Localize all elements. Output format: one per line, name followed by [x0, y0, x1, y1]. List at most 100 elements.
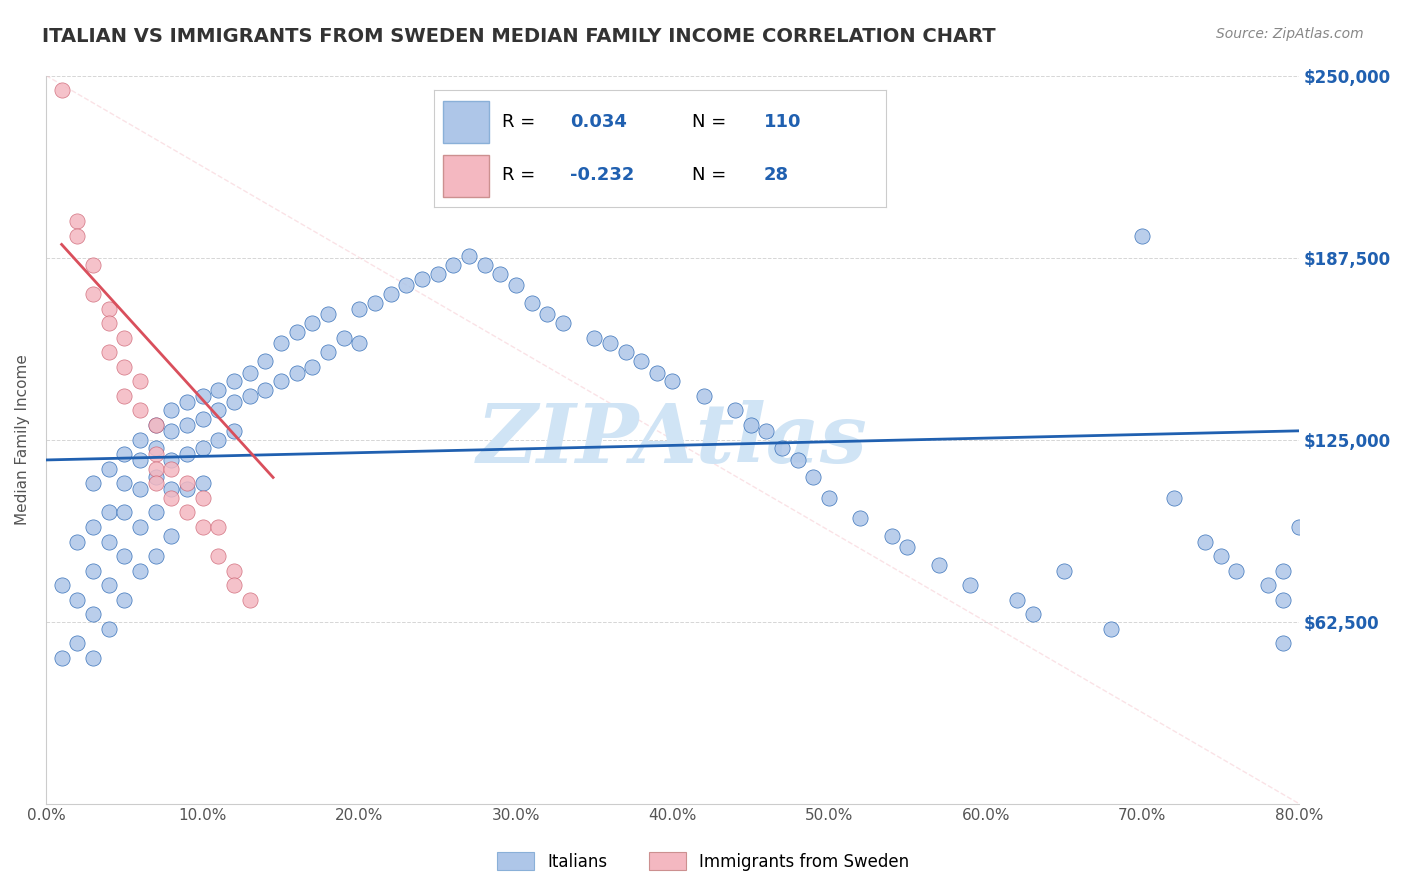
- Point: [1257, 578, 1279, 592]
- Point: [129, 433, 152, 447]
- Point: [207, 383, 229, 397]
- Point: [1288, 520, 1310, 534]
- Point: [222, 578, 245, 592]
- Point: [239, 592, 262, 607]
- Point: [254, 383, 277, 397]
- Point: [1272, 564, 1295, 578]
- Point: [82, 520, 104, 534]
- Point: [222, 374, 245, 388]
- Point: [1272, 592, 1295, 607]
- Point: [770, 442, 793, 456]
- Point: [97, 578, 120, 592]
- Point: [176, 482, 198, 496]
- Point: [959, 578, 981, 592]
- Point: [129, 564, 152, 578]
- Point: [270, 374, 292, 388]
- Point: [614, 345, 637, 359]
- Point: [583, 331, 606, 345]
- Point: [239, 389, 262, 403]
- Point: [693, 389, 716, 403]
- Point: [1053, 564, 1076, 578]
- Point: [724, 403, 747, 417]
- Point: [630, 354, 652, 368]
- Point: [160, 403, 183, 417]
- Point: [347, 336, 370, 351]
- Point: [82, 564, 104, 578]
- Point: [1272, 636, 1295, 650]
- Point: [191, 491, 214, 505]
- Point: [270, 336, 292, 351]
- Point: [160, 482, 183, 496]
- Point: [928, 558, 950, 572]
- Point: [129, 453, 152, 467]
- Y-axis label: Median Family Income: Median Family Income: [15, 354, 30, 525]
- Point: [599, 336, 621, 351]
- Point: [896, 541, 918, 555]
- Point: [301, 359, 323, 374]
- Point: [239, 366, 262, 380]
- Text: Source: ZipAtlas.com: Source: ZipAtlas.com: [1216, 27, 1364, 41]
- Point: [740, 417, 762, 432]
- Point: [145, 470, 167, 484]
- Text: ZIPAtlas: ZIPAtlas: [477, 400, 868, 480]
- Point: [1132, 228, 1154, 243]
- Point: [51, 83, 73, 97]
- Point: [505, 278, 527, 293]
- Point: [145, 447, 167, 461]
- Point: [129, 403, 152, 417]
- Point: [97, 505, 120, 519]
- Point: [191, 476, 214, 491]
- Point: [66, 534, 89, 549]
- Point: [222, 424, 245, 438]
- Point: [112, 592, 135, 607]
- Point: [364, 295, 387, 310]
- Point: [176, 447, 198, 461]
- Point: [129, 520, 152, 534]
- Point: [112, 389, 135, 403]
- Point: [176, 505, 198, 519]
- Point: [145, 476, 167, 491]
- Point: [129, 374, 152, 388]
- Point: [66, 592, 89, 607]
- Point: [520, 295, 543, 310]
- Point: [551, 316, 574, 330]
- Text: ITALIAN VS IMMIGRANTS FROM SWEDEN MEDIAN FAMILY INCOME CORRELATION CHART: ITALIAN VS IMMIGRANTS FROM SWEDEN MEDIAN…: [42, 27, 995, 45]
- Point: [818, 491, 841, 505]
- Point: [301, 316, 323, 330]
- Point: [176, 394, 198, 409]
- Point: [426, 267, 449, 281]
- Point: [285, 325, 308, 339]
- Point: [285, 366, 308, 380]
- Point: [112, 505, 135, 519]
- Point: [160, 491, 183, 505]
- Point: [82, 476, 104, 491]
- Point: [66, 636, 89, 650]
- Point: [176, 417, 198, 432]
- Point: [222, 564, 245, 578]
- Point: [254, 354, 277, 368]
- Point: [51, 578, 73, 592]
- Point: [82, 607, 104, 622]
- Point: [129, 482, 152, 496]
- Point: [112, 447, 135, 461]
- Point: [803, 470, 825, 484]
- Point: [441, 258, 464, 272]
- Point: [411, 272, 433, 286]
- Point: [395, 278, 418, 293]
- Point: [145, 442, 167, 456]
- Point: [332, 331, 354, 345]
- Point: [222, 394, 245, 409]
- Point: [112, 359, 135, 374]
- Point: [316, 307, 339, 321]
- Point: [207, 549, 229, 563]
- Point: [880, 529, 903, 543]
- Point: [191, 412, 214, 426]
- Point: [207, 433, 229, 447]
- Point: [849, 511, 872, 525]
- Point: [97, 301, 120, 316]
- Point: [66, 214, 89, 228]
- Point: [160, 453, 183, 467]
- Legend: Italians, Immigrants from Sweden: Italians, Immigrants from Sweden: [489, 844, 917, 880]
- Point: [176, 476, 198, 491]
- Point: [1022, 607, 1045, 622]
